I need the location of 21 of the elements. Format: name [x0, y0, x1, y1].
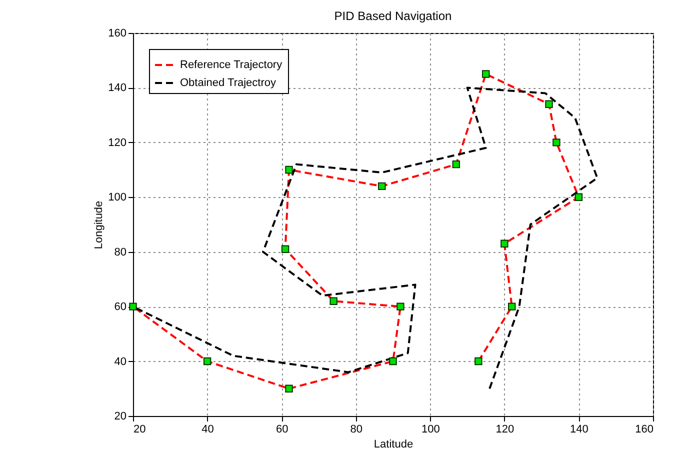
y-tick-label: 160 — [108, 28, 126, 40]
y-tick-label: 140 — [108, 82, 126, 94]
y-tick-label: 120 — [108, 136, 126, 149]
y-tick-label: 100 — [108, 192, 126, 204]
chart-title: PID Based Navigation — [334, 9, 452, 23]
y-axis-title: Longitude — [93, 200, 106, 250]
x-tick-label: 140 — [570, 424, 588, 436]
x-tick-label: 60 — [276, 424, 288, 436]
legend-label: Reference Trajectory — [180, 59, 283, 71]
x-tick-label: 80 — [350, 424, 362, 436]
y-tick-label: 40 — [114, 356, 126, 368]
x-tick-label: 100 — [421, 424, 440, 436]
x-tick-label: 40 — [202, 424, 214, 436]
x-axis-title: Latitude — [374, 438, 414, 450]
y-tick-label: 20 — [114, 410, 126, 422]
x-tick-label: 120 — [496, 424, 514, 436]
legend-label: Obtained Trajectroy — [180, 77, 276, 89]
x-tick-label: 20 — [134, 424, 146, 436]
y-tick-label: 80 — [114, 246, 126, 258]
x-tick-label: 160 — [635, 424, 654, 436]
y-tick-label: 60 — [114, 301, 126, 314]
